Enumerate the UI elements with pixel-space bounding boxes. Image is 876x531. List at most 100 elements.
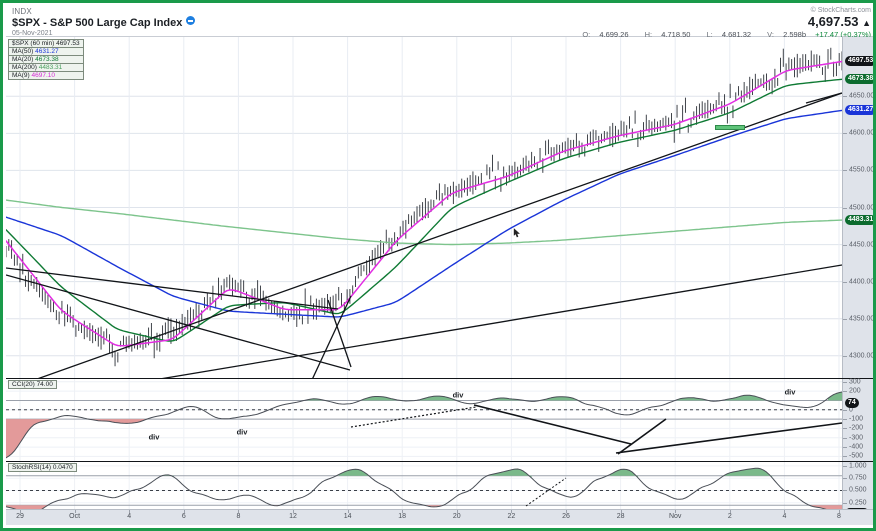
cci-plot-area[interactable] — [6, 379, 873, 461]
legend-label: MA(9) — [12, 72, 32, 79]
y-tick — [843, 465, 847, 467]
price-y-tick-5: 4400.00 — [849, 278, 875, 286]
y-tick — [843, 170, 847, 172]
open-label: O: — [582, 30, 591, 39]
cci-y-axis[interactable]: 300 200 0 -100 -200 -300 -400 -500 74 — [842, 378, 873, 461]
stochrsi-indicator-panel[interactable]: StochRSI(14) 0.0470 1.000 0.750 0.500 0.250… — [6, 461, 873, 518]
price-y-axis[interactable]: 4650.00 4600.00 4550.00 4500.00 4450.00 4400.… — [842, 37, 875, 378]
price-y-tick-1: 4600.00 — [849, 129, 875, 137]
x-tick — [347, 510, 349, 513]
x-tick — [183, 510, 185, 513]
chart-header: INDX $SPX - S&P 500 Large Cap Index 05-N… — [6, 6, 873, 39]
low-group: L: 4,681.32 — [700, 30, 752, 39]
cci-value-tag: 74 — [845, 397, 859, 408]
legend-chip-0: StochRSI(14) 0.0470 — [8, 463, 77, 472]
x-tick — [675, 510, 677, 513]
cursor-pointer-icon — [513, 228, 521, 238]
symbol-title-text: $SPX - S&P 500 Large Cap Index — [12, 17, 183, 29]
x-tick — [402, 510, 404, 513]
price-chart-panel[interactable]: $SPX (60 min) 4697.53 MA(50) 4631.27 MA(20… — [6, 37, 875, 378]
x-tick — [74, 510, 76, 513]
price-tag-3: 4483.31 — [845, 214, 873, 225]
low-label: L: — [706, 30, 713, 39]
x-axis[interactable]: 29 Oct 4 6 8 12 14 18 20 22 26 28 Nov 2 4 8 — [6, 509, 873, 525]
legend-value: 4673.38 — [35, 56, 59, 63]
legend-label: CCI(20) — [12, 381, 37, 388]
x-axis-label-12: Nov — [668, 513, 682, 520]
x-axis-label-7: 18 — [398, 513, 407, 520]
y-tick — [843, 478, 847, 480]
stoch-y-tick-1: 0.750 — [849, 474, 867, 482]
cci-y-tick-1: 200 — [849, 387, 861, 395]
cci-div-label-2: div — [236, 427, 248, 437]
open-group: O: 4,699.26 — [575, 30, 628, 39]
stochrsi-chart-svg — [6, 462, 843, 515]
volume-group: V: 2.598b — [760, 30, 806, 39]
x-tick — [784, 510, 786, 513]
y-tick — [843, 437, 847, 439]
y-tick — [843, 490, 847, 492]
price-chart-svg — [6, 37, 843, 378]
y-tick — [843, 456, 847, 458]
x-axis-label-8: 20 — [452, 513, 461, 520]
stoch-y-tick-2: 0.500 — [849, 486, 867, 494]
last-price: 4,697.53 ▲ — [808, 14, 871, 29]
cci-indicator-panel[interactable]: CCI(20) 74.00 div div div div 300 200 0 -10… — [6, 378, 873, 461]
cci-chart-svg — [6, 379, 843, 461]
legend-label: MA(50) — [12, 48, 36, 55]
price-plot-area[interactable] — [6, 37, 873, 378]
cci-y-tick-6: -400 — [849, 443, 864, 451]
price-y-tick-2: 4550.00 — [849, 166, 875, 174]
volume-value: 2.598b — [783, 30, 807, 39]
legend-value: 4697.53 — [56, 40, 80, 47]
price-tag-0: 4697.53 — [845, 56, 873, 67]
price-y-tick-3: 4500.00 — [849, 204, 875, 211]
x-axis-label-3: 6 — [181, 513, 186, 520]
high-label: H: — [644, 30, 653, 39]
x-axis-label-5: 12 — [289, 513, 297, 520]
legend-value: 4483.31 — [38, 64, 63, 71]
high-group: H: 4,718.50 — [638, 30, 691, 39]
legend-value: 4697.10 — [31, 72, 56, 79]
x-tick — [293, 510, 294, 513]
x-axis-label-13: 2 — [727, 513, 732, 520]
stochrsi-legend: StochRSI(14) 0.0470 — [8, 463, 77, 472]
price-y-tick-0: 4650.00 — [849, 92, 875, 100]
x-axis-label-15: 8 — [837, 513, 841, 520]
last-price-value: 4,697.53 — [807, 14, 859, 29]
x-axis-label-14: 4 — [782, 513, 787, 520]
price-y-tick-7: 4300.00 — [849, 352, 875, 360]
legend-label: MA(20) — [12, 56, 36, 63]
y-tick — [843, 318, 847, 320]
change-value: +17.47 (+0.37%) — [815, 30, 871, 39]
y-tick — [843, 381, 847, 383]
open-value: 4,699.26 — [599, 30, 629, 39]
legend-label: StochRSI(14) — [12, 464, 53, 471]
page-title: $SPX - S&P 500 Large Cap Index — [12, 16, 196, 29]
info-circle-icon[interactable] — [186, 16, 196, 25]
price-y-tick-6: 4350.00 — [849, 315, 875, 323]
legend-chip-0: $SPX (60 min) 4697.53 — [8, 39, 84, 48]
up-triangle-icon: ▲ — [862, 18, 871, 28]
y-tick — [843, 391, 847, 393]
x-tick — [566, 510, 567, 513]
cci-y-tick-5: -300 — [849, 434, 864, 442]
legend-label: $SPX (60 min) — [12, 40, 57, 47]
y-tick — [843, 428, 847, 430]
x-axis-label-11: 28 — [616, 513, 625, 520]
x-tick — [20, 510, 21, 513]
stochrsi-plot-area[interactable] — [6, 462, 873, 515]
y-tick — [843, 281, 847, 283]
volume-label: V: — [767, 30, 774, 39]
x-tick — [129, 510, 131, 513]
x-axis-label-0: 29 — [16, 513, 24, 520]
x-tick — [456, 510, 458, 513]
price-legend: $SPX (60 min) 4697.53 MA(50) 4631.27 MA(20… — [8, 39, 84, 80]
cci-y-tick-0: 300 — [849, 378, 861, 386]
y-tick — [843, 133, 847, 135]
stoch-y-tick-3: 0.250 — [849, 499, 867, 507]
x-axis-label-1: Oct — [69, 513, 81, 520]
x-axis-label-2: 4 — [127, 513, 132, 520]
